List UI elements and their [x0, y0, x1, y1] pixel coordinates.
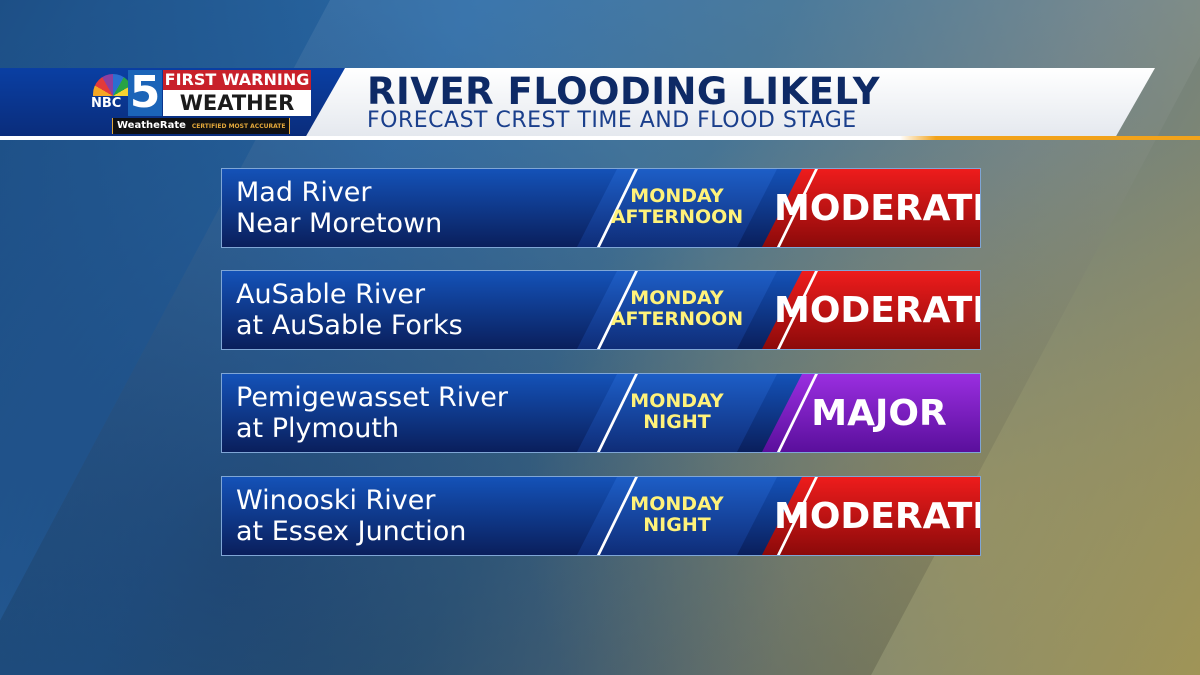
flood-stage: MODERATE	[774, 188, 981, 229]
river-name: AuSable River at AuSable Forks	[236, 279, 463, 341]
river-row: Pemigewasset River at Plymouth MONDAY NIGH…	[221, 373, 981, 453]
logo-line2: WEATHER	[163, 90, 311, 116]
river-name-line1: Mad River	[236, 177, 372, 208]
river-name: Winooski River at Essex Junction	[236, 485, 466, 547]
station-logo: NBC 5 FIRST WARNING WEATHER WeatheRate CE…	[88, 70, 313, 136]
river-location: at AuSable Forks	[236, 310, 463, 341]
river-name: Pemigewasset River at Plymouth	[236, 382, 508, 444]
weatherate-badge: WeatheRate CERTIFIED MOST ACCURATE	[112, 118, 290, 134]
river-name-line1: Pemigewasset River	[236, 382, 508, 413]
crest-period: AFTERNOON	[610, 308, 744, 330]
crest-time: MONDAY AFTERNOON	[587, 186, 767, 228]
river-name-line1: AuSable River	[236, 279, 426, 310]
crest-day: MONDAY	[630, 185, 724, 207]
crest-day: MONDAY	[630, 287, 724, 309]
page-subtitle: FORECAST CREST TIME AND FLOOD STAGE	[367, 108, 857, 133]
badge-name: WeatheRate	[117, 120, 186, 131]
river-row: AuSable River at AuSable Forks MONDAY AFTE…	[221, 270, 981, 350]
river-location: at Plymouth	[236, 413, 400, 444]
crest-day: MONDAY	[630, 493, 724, 515]
page-title: RIVER FLOODING LIKELY	[367, 70, 881, 113]
flood-stage: MODERATE	[774, 290, 981, 331]
logo-line1: FIRST WARNING	[163, 70, 311, 90]
river-name-line1: Winooski River	[236, 485, 436, 516]
logo-network: NBC	[91, 96, 122, 111]
river-name: Mad River Near Moretown	[236, 177, 442, 239]
river-row: Winooski River at Essex Junction MONDAY NI…	[221, 476, 981, 556]
badge-tag: CERTIFIED MOST ACCURATE	[191, 123, 286, 130]
flood-stage: MAJOR	[811, 393, 947, 434]
river-row: Mad River Near Moretown MONDAY AFTERNOON M…	[221, 168, 981, 248]
crest-period: AFTERNOON	[610, 206, 744, 228]
logo-channel: 5	[128, 67, 162, 118]
crest-day: MONDAY	[630, 390, 724, 412]
header-divider	[0, 136, 1200, 140]
crest-time: MONDAY AFTERNOON	[587, 288, 767, 330]
crest-time: MONDAY NIGHT	[587, 494, 767, 536]
river-location: at Essex Junction	[236, 516, 467, 547]
crest-period: NIGHT	[643, 514, 711, 536]
header-title-panel	[305, 68, 1155, 138]
nbc-peacock-icon	[93, 74, 133, 96]
river-location: Near Moretown	[236, 208, 443, 239]
crest-period: NIGHT	[643, 411, 711, 433]
flood-stage: MODERATE	[774, 496, 981, 537]
crest-time: MONDAY NIGHT	[587, 391, 767, 433]
